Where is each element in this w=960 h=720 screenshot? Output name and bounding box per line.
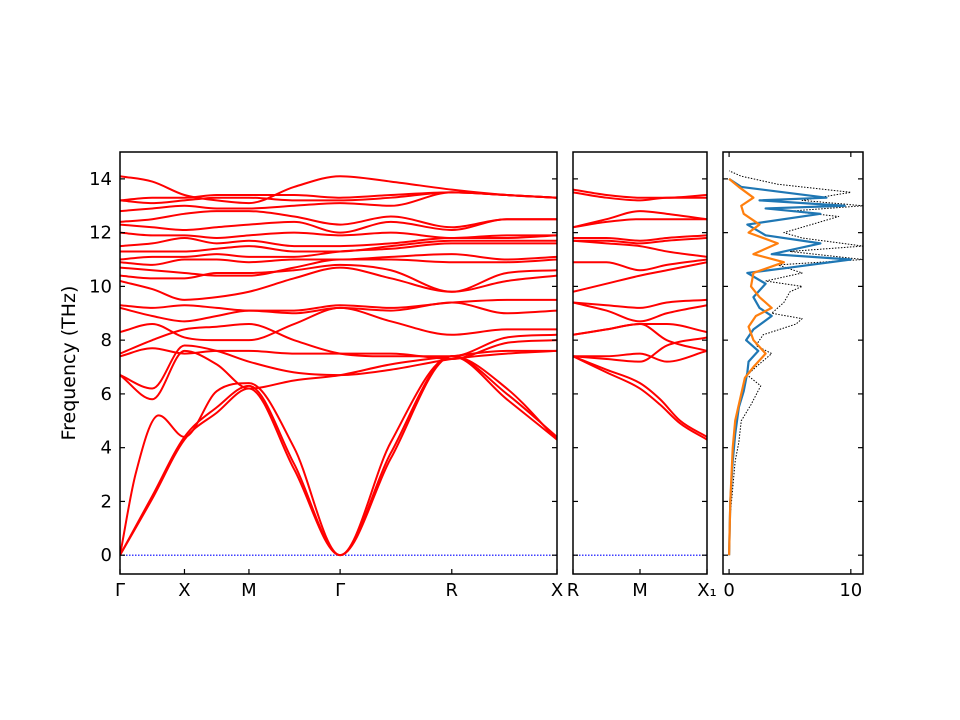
y-tick-label: 0	[101, 545, 112, 566]
band-line	[120, 339, 557, 360]
symmetry-point-label: X₁	[697, 580, 717, 601]
symmetry-point-label: X	[551, 580, 563, 601]
symmetry-point-label: M	[241, 580, 257, 601]
y-tick-label: 6	[101, 384, 112, 405]
band-line	[573, 355, 707, 438]
band-line	[573, 355, 707, 441]
density-of-states-panel: 0 10	[722, 151, 864, 601]
axes-frame	[119, 151, 558, 575]
band-line	[120, 263, 557, 293]
band-line	[573, 349, 707, 363]
y-tick-label: 2	[101, 491, 112, 512]
partial-dos-curve	[727, 177, 852, 556]
band-line	[120, 191, 557, 202]
band-line	[573, 301, 707, 323]
x-tick-label: 10	[839, 580, 862, 601]
band-line	[573, 237, 707, 245]
y-axis-label: Frequency (THz)	[58, 286, 80, 441]
band-line	[120, 258, 557, 277]
band-line	[573, 323, 707, 336]
band-line	[120, 210, 557, 229]
symmetry-point-label: M	[632, 580, 648, 601]
band-line	[573, 336, 707, 363]
band-line	[573, 258, 707, 272]
band-line	[573, 261, 707, 293]
band-line	[120, 231, 557, 240]
band-lines	[120, 175, 557, 557]
band-line	[573, 234, 707, 242]
axes-frame	[572, 151, 708, 575]
band-line	[573, 298, 707, 309]
band-line	[120, 323, 557, 358]
symmetry-point-label: R	[446, 580, 459, 601]
band-line	[120, 218, 557, 234]
band-line	[120, 239, 557, 253]
axes-frame	[722, 151, 864, 575]
band-line	[120, 355, 557, 557]
symmetry-point-label: R	[567, 580, 580, 601]
total-dos-curve	[728, 170, 863, 556]
band-line	[573, 239, 707, 258]
band-line	[573, 218, 707, 229]
y-tick-label: 8	[101, 330, 112, 351]
partial-dos-curve	[727, 178, 785, 556]
band-line	[120, 298, 557, 312]
band-line	[120, 242, 557, 261]
band-structure-main-panel: 0 2 4 6 8 10 12 14 Γ X M Γ R X	[89, 151, 563, 601]
band-line	[120, 301, 557, 323]
y-tick-label: 4	[101, 438, 112, 459]
dos-curves	[727, 170, 863, 556]
x-tick-label: 0	[723, 580, 734, 601]
y-tick-label: 14	[89, 169, 112, 190]
symmetry-point-label: Γ	[115, 580, 125, 601]
band-structure-side-panel: R M X₁	[567, 151, 717, 601]
band-line	[120, 266, 557, 301]
symmetry-point-label: Γ	[335, 580, 345, 601]
band-line	[120, 253, 557, 266]
band-line	[573, 210, 707, 229]
y-tick-label: 10	[89, 276, 112, 297]
symmetry-point-label: X	[178, 580, 190, 601]
band-line	[573, 188, 707, 199]
band-line	[120, 175, 557, 205]
band-line	[120, 306, 557, 342]
y-tick-label: 12	[89, 223, 112, 244]
band-lines	[573, 188, 707, 556]
